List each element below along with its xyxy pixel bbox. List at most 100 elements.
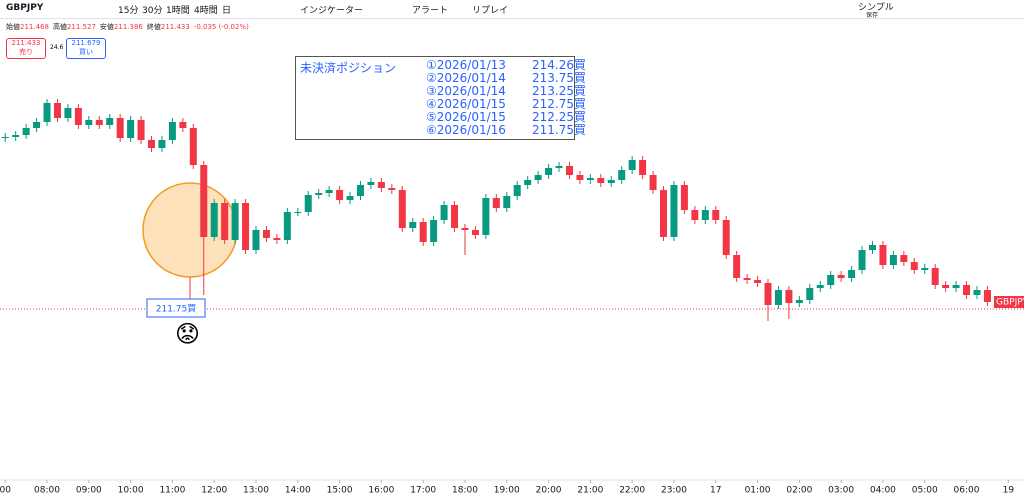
candle-body xyxy=(973,290,981,295)
candle-body xyxy=(879,245,887,265)
x-tick-label: 22:00 xyxy=(619,486,645,496)
x-tick-label: 00 xyxy=(0,486,11,496)
candle-body xyxy=(336,190,344,200)
candle-body xyxy=(116,118,124,138)
x-tick-label: 02:00 xyxy=(786,486,812,496)
spread: 24.6 xyxy=(50,44,64,51)
candle-body xyxy=(64,108,72,118)
interval[interactable]: 1時間 xyxy=(166,6,190,16)
positions-note: 未決済ポジション ①2026/01/13 214.26買 ②2026/01/14 21… xyxy=(295,56,586,140)
x-tick-label: 23:00 xyxy=(661,486,687,496)
interval[interactable]: 15分 xyxy=(118,6,139,16)
candle-body xyxy=(722,220,730,255)
position-price: 212.75買 xyxy=(532,97,586,111)
candle-body xyxy=(806,288,814,300)
candle-body xyxy=(33,122,41,128)
candle-body xyxy=(701,210,709,220)
candle-body xyxy=(733,255,741,278)
candle-body xyxy=(983,290,991,302)
candle-body xyxy=(586,178,594,180)
candle-body xyxy=(325,190,333,193)
position-row: ③2026/01/14 213.25買 xyxy=(426,85,586,98)
candle-body xyxy=(524,180,532,185)
candle-body xyxy=(764,283,772,305)
position-date: ④2026/01/15 xyxy=(426,97,506,111)
position-date: ②2026/01/14 xyxy=(426,71,506,85)
ohlc-value: 211.386 xyxy=(113,23,143,31)
x-tick-label: 10:00 xyxy=(118,486,144,496)
interval[interactable]: 30分 xyxy=(142,6,163,16)
candle-body xyxy=(419,222,427,242)
candle-body xyxy=(795,300,803,303)
candle-body xyxy=(618,170,626,180)
candle-body xyxy=(74,108,82,125)
candle-body xyxy=(889,255,897,265)
interval[interactable]: 4時間 xyxy=(194,6,218,16)
candle-body xyxy=(952,285,960,288)
symbol[interactable]: GBPJPY xyxy=(6,3,44,13)
candle-body xyxy=(189,128,197,165)
candle-body xyxy=(262,230,270,238)
candle-body xyxy=(503,196,511,208)
ohlc-label: 終値 xyxy=(146,23,161,31)
x-tick-label: 16:00 xyxy=(368,486,394,496)
x-tick-label: 11:00 xyxy=(159,486,185,496)
position-row: ⑥2026/01/16 211.75買 xyxy=(426,123,586,137)
position-row: ④2026/01/15 212.75買 xyxy=(426,97,586,111)
sell-label: 売り xyxy=(19,48,33,56)
buy-price: 211.679 xyxy=(71,39,101,47)
candle-body xyxy=(283,212,291,240)
ohlc-label: 安値 xyxy=(99,23,114,31)
candle-body xyxy=(294,212,302,213)
x-tick-label: 15:00 xyxy=(327,486,353,496)
candle-body xyxy=(942,285,950,288)
candle-body xyxy=(451,205,459,228)
buy-button[interactable]: 211.679 買い xyxy=(66,38,106,59)
x-tick-label: 17 xyxy=(710,486,721,496)
candle-body xyxy=(471,230,479,235)
candle-body xyxy=(816,285,824,288)
layout-sub: 保存 xyxy=(866,12,879,19)
candle-body xyxy=(597,178,605,183)
candle-body xyxy=(137,120,145,140)
position-price: 212.25買 xyxy=(532,110,586,124)
layout[interactable]: シンプル xyxy=(858,3,894,13)
symbol-tag-label: GBPJPY xyxy=(996,298,1024,308)
candle-body xyxy=(388,188,396,190)
indicators[interactable]: インジケーター xyxy=(300,6,364,16)
alert[interactable]: アラート xyxy=(412,6,449,16)
x-tick-label: 17:00 xyxy=(410,486,436,496)
candle-body xyxy=(273,238,281,240)
candle-body xyxy=(921,268,929,270)
ohlc-label: 始値 xyxy=(6,23,20,31)
ohlc-change: -0.035 (-0.02%) xyxy=(193,23,249,31)
candle-body xyxy=(304,195,312,212)
candle-body xyxy=(565,166,573,175)
sell-price: 211.433 xyxy=(11,39,41,47)
candle-body xyxy=(743,278,751,280)
candle-body xyxy=(482,198,490,235)
candle-body xyxy=(200,165,208,237)
candle-body xyxy=(43,103,51,122)
ohlc-value: 211.527 xyxy=(66,23,96,31)
position-date: ⑥2026/01/16 xyxy=(426,123,506,137)
candle-body xyxy=(179,122,187,128)
position-price: 211.75買 xyxy=(532,123,586,137)
x-tick-label: 21:00 xyxy=(577,486,603,496)
interval[interactable]: 日 xyxy=(222,6,232,16)
x-tick-label: 19:00 xyxy=(494,486,520,496)
ohlc-value: 211.468 xyxy=(20,23,49,31)
candle-body xyxy=(346,196,354,200)
candle-body xyxy=(148,140,156,148)
candle-body xyxy=(461,228,469,230)
position-row: ②2026/01/14 213.75買 xyxy=(426,71,586,85)
replay[interactable]: リプレイ xyxy=(472,6,509,16)
x-tick-label: 03:00 xyxy=(828,486,854,496)
candle-body xyxy=(252,230,260,250)
candle-body xyxy=(774,290,782,305)
candle-body xyxy=(430,220,438,242)
x-tick-label: 05:00 xyxy=(912,486,938,496)
sell-button[interactable]: 211.433 売り xyxy=(6,38,46,59)
candle-body xyxy=(691,210,699,220)
candle-body xyxy=(53,103,61,118)
